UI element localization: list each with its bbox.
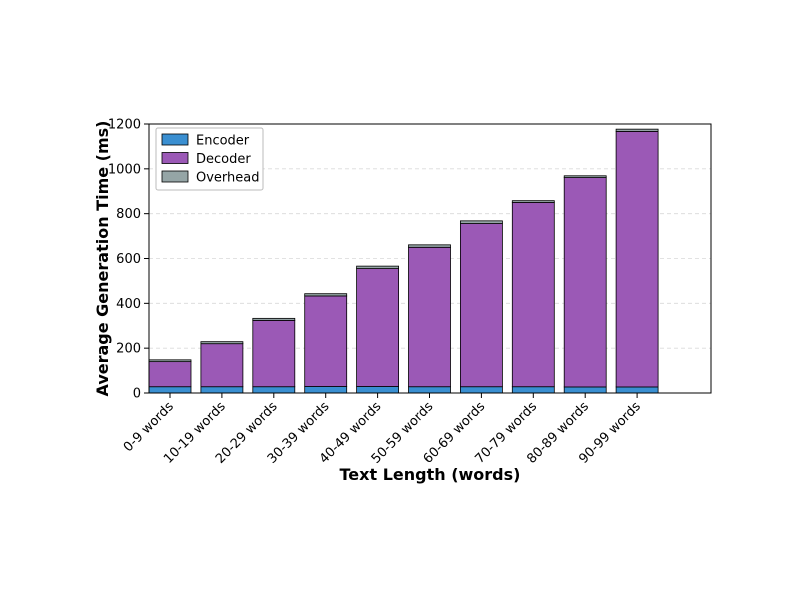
- y-tick-label: 0: [133, 387, 141, 402]
- bar-encoder: [408, 386, 451, 394]
- bar-decoder: [563, 177, 607, 388]
- legend-swatch-encoder: [161, 133, 189, 146]
- bar-encoder: [511, 386, 555, 394]
- legend-label: Overhead: [196, 171, 260, 186]
- bar-decoder: [252, 319, 296, 388]
- y-axis: 0 200 400 600 800 1000 1200: [108, 118, 149, 402]
- legend-label: Encoder: [196, 134, 250, 149]
- bar-overhead: [511, 200, 555, 203]
- bar-encoder: [563, 386, 607, 394]
- bar-decoder: [615, 130, 659, 388]
- y-tick-label: 800: [116, 207, 141, 222]
- bar-encoder: [615, 386, 659, 394]
- x-tick-label: 0-9 words: [121, 399, 177, 455]
- y-tick-label: 1200: [108, 118, 141, 133]
- bar-decoder: [408, 246, 451, 388]
- legend-swatch-decoder: [161, 152, 189, 164]
- bar-decoder: [459, 223, 503, 388]
- bar-overhead: [356, 265, 400, 269]
- bar-decoder: [356, 268, 400, 387]
- bar-overhead: [459, 220, 503, 224]
- bars: [148, 128, 659, 394]
- bar-decoder: [511, 202, 555, 388]
- bar-decoder: [148, 361, 192, 388]
- bar-decoder: [200, 343, 244, 388]
- bar-overhead: [304, 293, 348, 297]
- y-tick-label: 400: [116, 297, 141, 312]
- bar-encoder: [356, 386, 400, 394]
- bar-encoder: [200, 386, 244, 394]
- y-tick-label: 600: [116, 252, 141, 267]
- bar-encoder: [252, 386, 296, 394]
- bar-decoder: [304, 295, 348, 387]
- bar-overhead: [615, 128, 659, 132]
- y-axis-title: Average Generation Time (ms): [93, 121, 112, 397]
- legend-swatch-overhead: [161, 170, 189, 183]
- bar-overhead: [252, 317, 296, 321]
- bar-overhead: [148, 359, 192, 363]
- bar-encoder: [459, 386, 503, 394]
- x-axis-title: Text Length (words): [340, 465, 521, 484]
- y-tick-label: 1000: [108, 162, 141, 177]
- bar-overhead: [200, 341, 244, 345]
- legend: Encoder Decoder Overhead: [155, 127, 264, 191]
- y-tick-label: 200: [116, 342, 141, 357]
- bar-encoder: [148, 386, 192, 394]
- bar-overhead: [408, 244, 451, 248]
- legend-label: Decoder: [196, 152, 251, 167]
- bar-encoder: [304, 386, 348, 394]
- bar-overhead: [563, 175, 607, 178]
